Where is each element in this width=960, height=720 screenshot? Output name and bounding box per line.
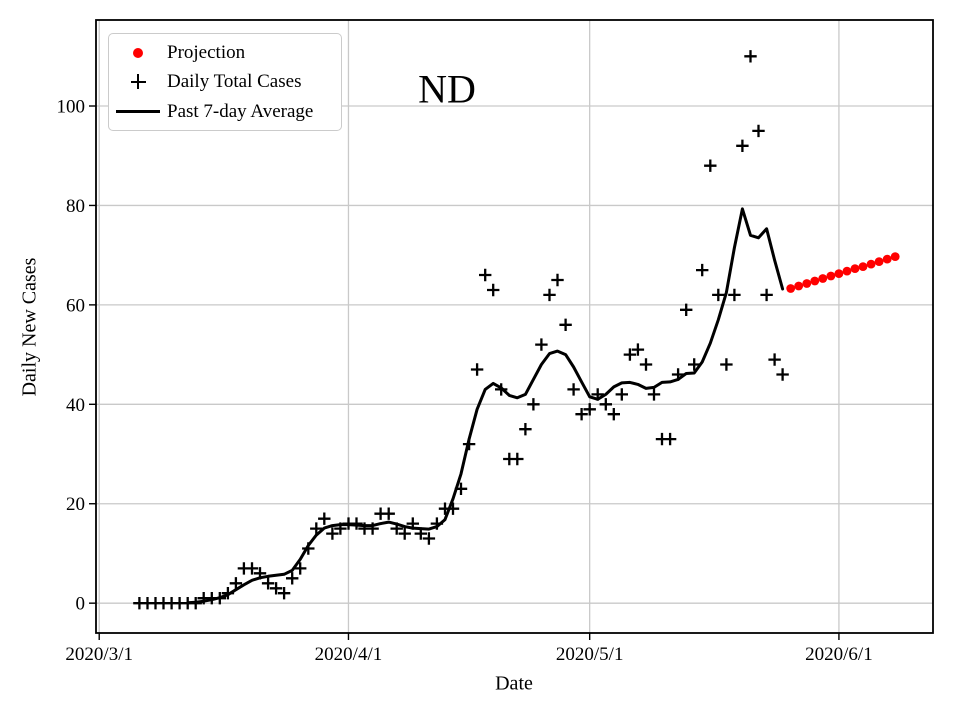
- x-axis-label: Date: [495, 672, 533, 695]
- y-tick-label: 40: [66, 395, 85, 416]
- projection-dot: [882, 254, 892, 264]
- y-tick-label: 80: [66, 196, 85, 217]
- legend-item-past-7day-average: Past 7-day Average: [109, 97, 341, 126]
- legend-item-daily-total-cases: Daily Total Cases: [109, 67, 341, 96]
- projection-dot: [810, 276, 820, 286]
- projection-dot: [834, 269, 844, 278]
- legend-item-projection: Projection: [109, 38, 341, 67]
- x-tick-label: 2020/6/1: [805, 644, 873, 665]
- y-tick-label: 20: [66, 494, 85, 515]
- y-axis-label: Daily New Cases: [18, 257, 41, 397]
- red-dot-icon: [133, 47, 143, 58]
- projection-dot: [890, 252, 900, 261]
- plus-marker-icon: [130, 74, 146, 90]
- x-tick-label: 2020/4/1: [315, 644, 383, 665]
- projection-dot: [866, 259, 876, 269]
- chart-title: ND: [418, 66, 476, 112]
- projection-dot: [826, 271, 836, 281]
- projection-dot: [802, 279, 812, 288]
- legend-label-daily-total-cases: Daily Total Cases: [167, 71, 302, 93]
- y-tick-label: 0: [76, 594, 86, 615]
- x-tick-label: 2020/3/1: [65, 644, 133, 665]
- projection-dot: [786, 284, 796, 293]
- legend: Projection Daily Total Cases Past 7-day …: [108, 33, 342, 131]
- legend-icon-cell: [109, 74, 167, 90]
- series-past-7day-average: [186, 207, 785, 605]
- projection-dot: [842, 266, 852, 276]
- axes-frame: [95, 19, 934, 634]
- x-tick-label: 2020/5/1: [556, 644, 624, 665]
- line-marker-icon: [116, 109, 160, 114]
- projection-dot: [858, 262, 868, 271]
- projection-dot: [794, 281, 804, 291]
- y-tick-label: 100: [57, 97, 86, 118]
- legend-label-projection: Projection: [167, 42, 246, 64]
- legend-icon-cell: [109, 47, 167, 58]
- projection-dot: [850, 264, 860, 273]
- projection-dot: [818, 274, 828, 283]
- y-tick-label: 60: [66, 295, 85, 316]
- projection-dot: [874, 257, 884, 266]
- series-daily-total-cases: [133, 50, 789, 610]
- legend-icon-cell: [109, 109, 167, 114]
- legend-label-past-7day-average: Past 7-day Average: [167, 100, 314, 122]
